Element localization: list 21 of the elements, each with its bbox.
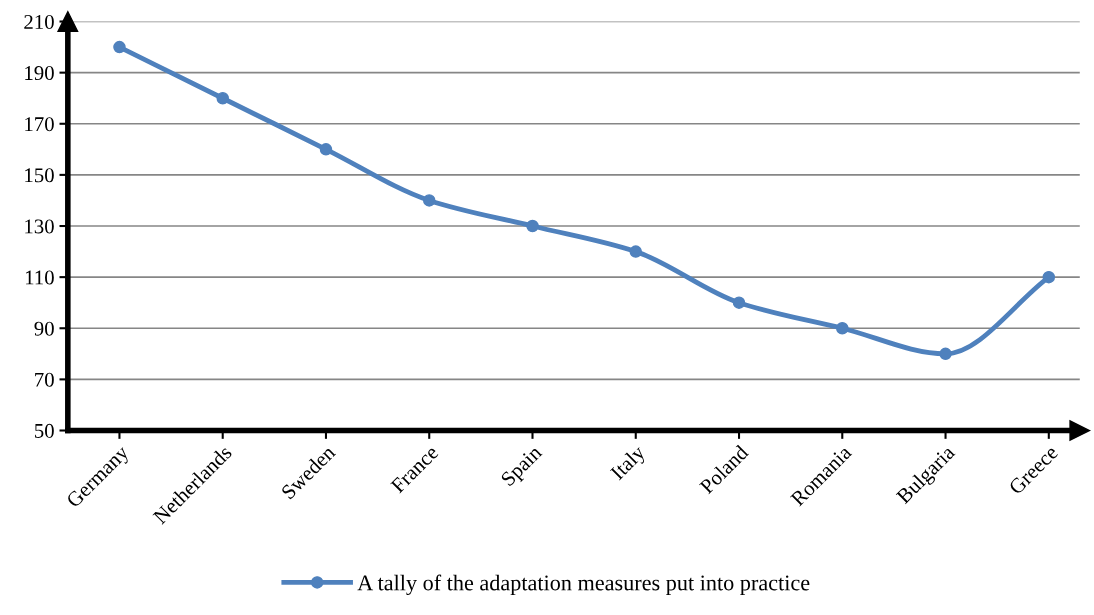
legend-label: A tally of the adaptation measures put into practice bbox=[357, 574, 810, 595]
y-tick-label: 90 bbox=[34, 321, 54, 336]
y-tick-label: 130 bbox=[25, 219, 54, 234]
point bbox=[1042, 270, 1056, 284]
y-tick-label: 150 bbox=[25, 168, 54, 183]
point bbox=[732, 296, 746, 309]
y-tick-label: 50 bbox=[35, 423, 54, 438]
x-tick-label: Italy bbox=[609, 443, 650, 484]
y-tick-label: 170 bbox=[25, 117, 54, 132]
y-tick-label: 110 bbox=[26, 270, 54, 285]
point bbox=[629, 245, 643, 258]
y-tick-label: 210 bbox=[24, 14, 54, 29]
point bbox=[216, 91, 229, 105]
point bbox=[113, 40, 126, 54]
point bbox=[422, 194, 436, 207]
point bbox=[836, 322, 849, 335]
y-tick-label: 190 bbox=[25, 66, 54, 81]
point bbox=[319, 143, 333, 156]
point bbox=[939, 347, 952, 361]
y-tick-label: 70 bbox=[35, 372, 54, 387]
point bbox=[526, 219, 539, 233]
